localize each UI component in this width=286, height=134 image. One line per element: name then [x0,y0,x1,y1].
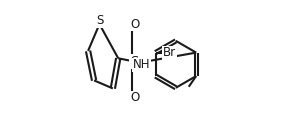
Text: O: O [130,91,139,104]
Text: S: S [130,55,138,68]
Text: NH: NH [133,58,150,72]
Text: O: O [130,18,139,31]
Text: S: S [96,14,103,27]
Text: Br: Br [163,46,176,59]
